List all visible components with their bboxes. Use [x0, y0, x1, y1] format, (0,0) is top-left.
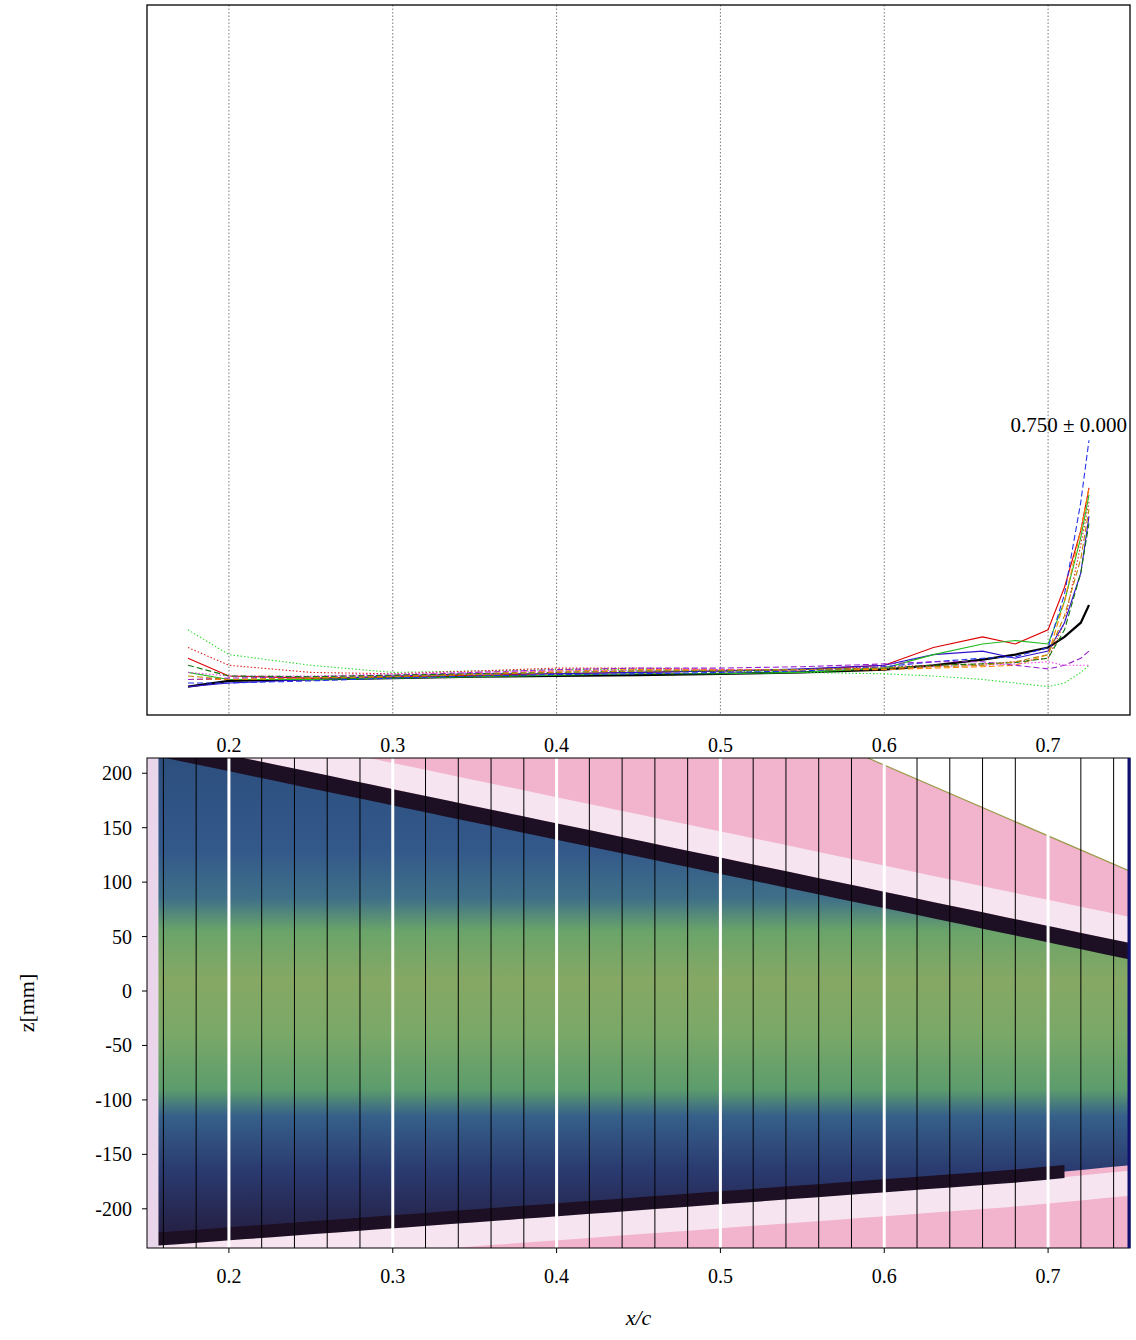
edge-band: [155, 1165, 1064, 1246]
tick-label: 200: [102, 762, 132, 784]
station-line: [982, 758, 983, 1248]
tick-label: 50: [112, 926, 132, 948]
major-station-line: [719, 758, 722, 1248]
series-line: [188, 488, 1089, 680]
tick: [1048, 1248, 1049, 1253]
series-line: [188, 502, 1089, 674]
station-line: [589, 758, 590, 1248]
tick-label: 0.3: [380, 1265, 405, 1287]
tick-label: 0.4: [544, 734, 569, 756]
tick: [142, 1208, 147, 1209]
tick-label: 150: [102, 817, 132, 839]
series-line: [188, 662, 1089, 676]
tick-label: 0.7: [1036, 734, 1061, 756]
station-line: [949, 758, 950, 1248]
tick: [720, 1248, 721, 1253]
plot-background: [147, 5, 1130, 715]
series-line: [188, 440, 1089, 683]
frame: [147, 5, 1130, 715]
tick: [142, 827, 147, 828]
major-station-line: [555, 758, 558, 1248]
tick-label: 0.5: [708, 734, 733, 756]
tick-label: 0.2: [216, 734, 241, 756]
grid-line: [228, 5, 229, 715]
boundary-line: [868, 758, 1130, 871]
station-line: [359, 758, 360, 1248]
series-line: [188, 651, 1089, 679]
annotation: 0.750 ± 0.000: [1010, 413, 1127, 437]
grid-line: [556, 5, 557, 715]
tick: [142, 882, 147, 883]
major-station-line: [391, 758, 394, 1248]
major-station-line: [883, 758, 886, 1248]
tick: [142, 773, 147, 774]
station-line: [196, 758, 197, 1248]
tick: [142, 1045, 147, 1046]
major-station-line: [1047, 758, 1050, 1248]
tick-label: 0.4: [544, 1265, 569, 1287]
edge-band: [155, 758, 1130, 959]
station-line: [1080, 758, 1081, 1248]
station-line: [458, 758, 459, 1248]
station-line: [425, 758, 426, 1248]
tick: [142, 1099, 147, 1100]
tick-label: -50: [105, 1034, 132, 1056]
series-line: [188, 605, 1089, 687]
station-line: [654, 758, 655, 1248]
station-line: [917, 758, 918, 1248]
tick: [142, 936, 147, 937]
outside-region: [868, 758, 1130, 871]
lines: [188, 440, 1089, 686]
series-line: [188, 495, 1089, 680]
station-line: [687, 758, 688, 1248]
tick-label: 0.3: [380, 734, 405, 756]
major-station-line: [227, 758, 230, 1248]
station-line: [261, 758, 262, 1248]
station-line: [1015, 758, 1016, 1248]
image: [147, 758, 1130, 1248]
frame-right: [1128, 758, 1131, 1248]
station-line: [327, 758, 328, 1248]
axis-title: z[mm]: [14, 974, 39, 1033]
tick-label: 100: [102, 871, 132, 893]
tick-label: -200: [95, 1198, 132, 1220]
station-line: [818, 758, 819, 1248]
series-line: [188, 488, 1089, 678]
station-line: [294, 758, 295, 1248]
series-line: [188, 523, 1089, 676]
station-line: [622, 758, 623, 1248]
tick-label: 0: [122, 980, 132, 1002]
tick: [142, 991, 147, 992]
station-line: [163, 758, 164, 1248]
grid-line: [720, 5, 721, 715]
grid-line: [1048, 5, 1049, 715]
series-line: [188, 509, 1089, 679]
tick-label: -100: [95, 1089, 132, 1111]
grid-line: [884, 5, 885, 715]
tick: [884, 1248, 885, 1253]
frame: [147, 758, 1130, 1248]
figure: 0.2 0.3 0.4 0.5 0.6 0.7 0.750 ± 0.000 -200 -150 -…: [0, 0, 1136, 1340]
tick-label: 0.6: [872, 734, 897, 756]
surface: [155, 758, 1130, 1239]
station-line: [785, 758, 786, 1248]
station-line: [523, 758, 524, 1248]
tick-label: -150: [95, 1143, 132, 1165]
station-line: [753, 758, 754, 1248]
tick: [392, 1248, 393, 1253]
tick: [556, 1248, 557, 1253]
left-strip: [147, 758, 158, 1248]
grid-line: [392, 5, 393, 715]
tick: [228, 1248, 229, 1253]
tick-label: 0.7: [1036, 1265, 1061, 1287]
axis-title: x/c: [625, 1305, 652, 1330]
station-line: [1113, 758, 1114, 1248]
station-line: [851, 758, 852, 1248]
station-line: [491, 758, 492, 1248]
tick-label: 0.6: [872, 1265, 897, 1287]
tick-label: 0.5: [708, 1265, 733, 1287]
tick: [142, 1154, 147, 1155]
tick-label: 0.2: [216, 1265, 241, 1287]
series-line: [188, 516, 1089, 686]
